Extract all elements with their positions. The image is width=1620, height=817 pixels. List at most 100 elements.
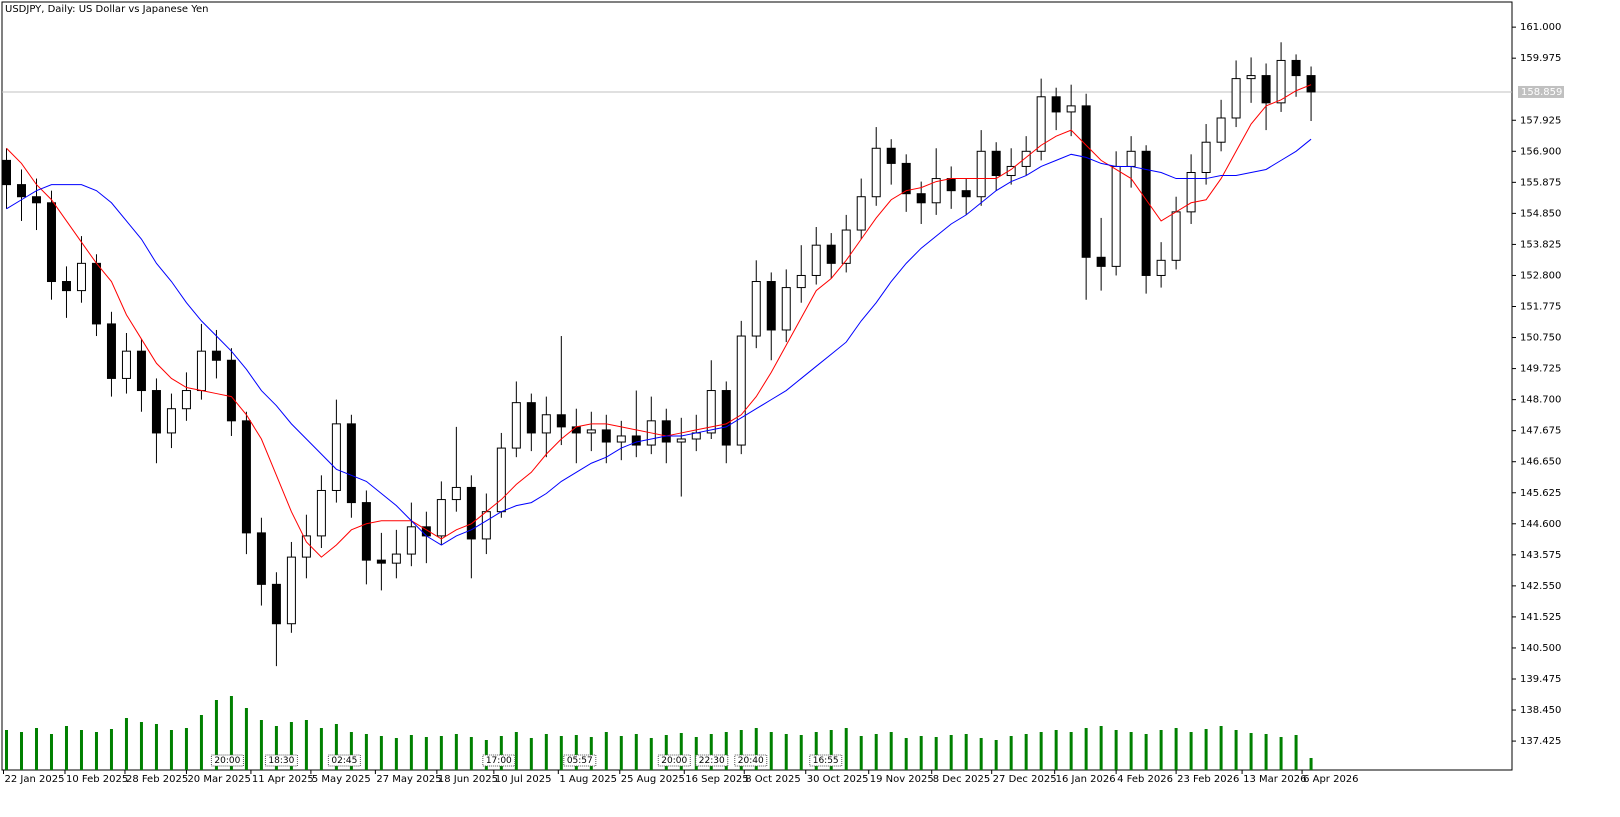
volume-bar <box>289 722 293 770</box>
volume-bar <box>1009 736 1013 770</box>
volume-bar <box>559 736 563 770</box>
candle-body <box>556 414 566 428</box>
volume-bar <box>124 718 128 770</box>
candle-body <box>526 402 536 434</box>
volume-bar <box>874 734 878 770</box>
volume-bar <box>754 728 758 770</box>
volume-bar <box>949 735 953 770</box>
candle-body <box>196 350 206 392</box>
y-tick-label: 137.425 <box>1520 736 1561 747</box>
volume-bar <box>979 738 983 770</box>
volume-bar <box>709 734 713 770</box>
candle-body <box>466 486 476 540</box>
x-tick-label: 27 Dec 2025 <box>993 774 1057 785</box>
candle-body <box>46 202 56 283</box>
candle-body <box>1276 59 1286 104</box>
volume-bar <box>364 734 368 770</box>
volume-bar <box>169 730 173 770</box>
candle-body <box>871 147 881 198</box>
candle-body <box>106 323 116 379</box>
y-tick-label: 152.800 <box>1520 270 1561 281</box>
volume-bar <box>34 728 38 770</box>
volume-bar <box>829 730 833 770</box>
candle-body <box>1 159 11 186</box>
volume-bar <box>469 737 473 770</box>
candle-body <box>136 350 146 392</box>
volume-bar <box>604 732 608 770</box>
candle-body <box>391 553 401 564</box>
volume-bar <box>1189 732 1193 770</box>
volume-bar <box>19 732 23 770</box>
x-tick-label: 18 Jun 2025 <box>438 774 498 785</box>
candle-body <box>271 583 281 625</box>
candle-body <box>121 350 131 379</box>
x-tick-label: 5 May 2025 <box>312 774 371 785</box>
candle-body <box>1261 75 1271 104</box>
event-marker <box>809 754 843 767</box>
volume-bar <box>784 734 788 770</box>
x-tick-label: 10 Feb 2025 <box>66 774 128 785</box>
candle-body <box>976 150 986 198</box>
x-tick-label: 19 Nov 2025 <box>870 774 934 785</box>
event-label: 22:30 <box>699 756 725 766</box>
x-tick-label: 10 Jul 2025 <box>495 774 552 785</box>
candle-body <box>151 390 161 434</box>
y-tick-label: 143.575 <box>1520 550 1561 561</box>
candle-body <box>571 426 581 434</box>
y-tick-label: 150.750 <box>1520 333 1561 344</box>
x-tick-label: 25 Aug 2025 <box>621 774 685 785</box>
y-tick-label: 153.825 <box>1520 239 1561 250</box>
volume-bar <box>274 726 278 770</box>
candle-body <box>1081 105 1091 258</box>
volume-bar <box>544 734 548 770</box>
y-tick-label: 156.900 <box>1520 146 1561 157</box>
x-tick-label: 8 Dec 2025 <box>933 774 991 785</box>
volume-bar <box>514 732 518 770</box>
volume-bar <box>1279 737 1283 770</box>
candle-body <box>1216 117 1226 143</box>
candle-body <box>181 390 191 410</box>
x-tick-label: 8 Oct 2025 <box>745 774 800 785</box>
volume-bar <box>154 724 158 770</box>
candle-body <box>256 532 266 585</box>
candle-body <box>1006 165 1016 177</box>
volume-bar <box>379 736 383 770</box>
candle-body <box>796 274 806 289</box>
volume-bar <box>1249 733 1253 770</box>
volume-bar <box>1099 726 1103 770</box>
candle-body <box>676 438 686 443</box>
candle-body <box>1021 150 1031 167</box>
event-marker <box>482 754 516 767</box>
candle-body <box>166 408 176 434</box>
x-tick-label: 22 Jan 2025 <box>4 774 64 785</box>
y-tick-label: 155.875 <box>1520 177 1561 188</box>
event-marker <box>327 754 361 767</box>
volume-bar <box>499 736 503 770</box>
event-label: 20:40 <box>738 756 764 766</box>
event-label: 05:57 <box>567 756 593 766</box>
candle-body <box>1126 150 1136 167</box>
candle-body <box>286 556 296 625</box>
candle-body <box>631 435 641 446</box>
candle-body <box>1156 259 1166 276</box>
candle-body <box>211 350 221 361</box>
y-tick-label: 141.525 <box>1520 612 1561 623</box>
candle-body <box>481 511 491 540</box>
volume-bar <box>1114 730 1118 770</box>
volume-bar <box>64 726 68 770</box>
volume-bar <box>694 737 698 770</box>
y-tick-label: 145.625 <box>1520 488 1561 499</box>
volume-bar <box>1054 730 1058 770</box>
candle-body <box>856 196 866 231</box>
volume-bar <box>4 730 8 770</box>
volume-bar <box>1204 729 1208 770</box>
candle-body <box>331 423 341 491</box>
y-tick-label: 149.725 <box>1520 364 1561 375</box>
volume-bar <box>934 737 938 770</box>
moving-average <box>6 138 1312 546</box>
y-tick-label: 146.650 <box>1520 457 1561 468</box>
volume-bar <box>634 734 638 770</box>
event-label: 16:55 <box>813 756 839 766</box>
